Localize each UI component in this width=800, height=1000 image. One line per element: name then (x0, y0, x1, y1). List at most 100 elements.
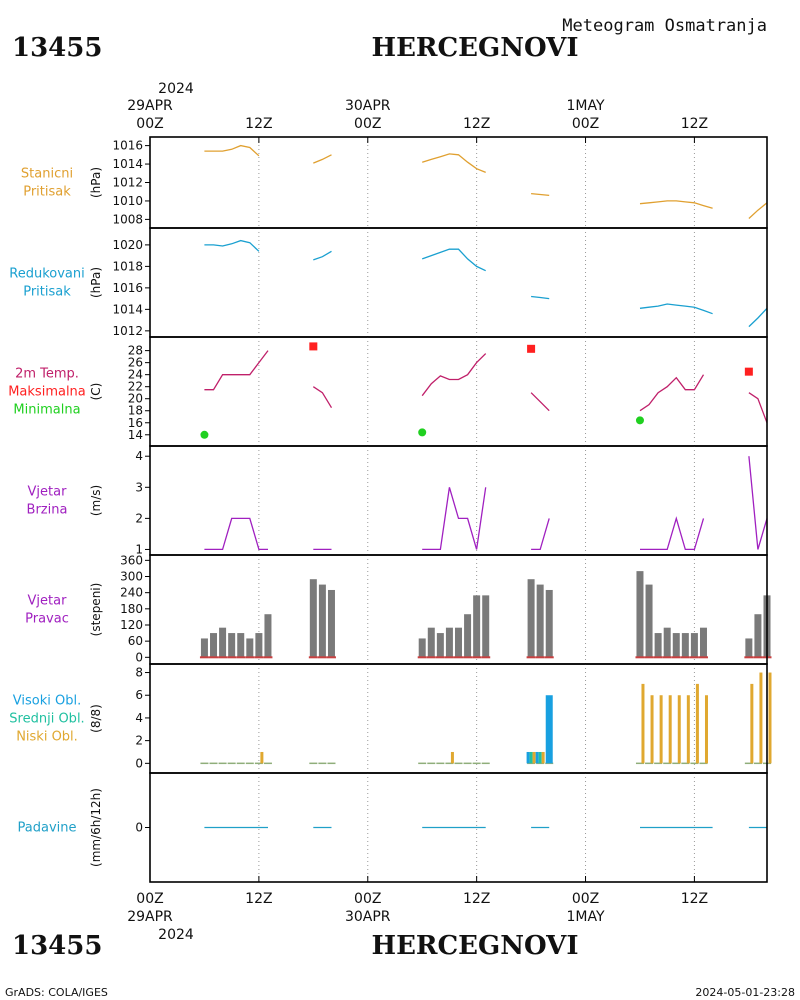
date-label-bottom: 30APR (345, 909, 391, 925)
series-line (640, 516, 705, 551)
y-tick-label: 1008 (112, 212, 143, 226)
panel-label: Vjetar (28, 485, 68, 500)
panel-frame (149, 445, 768, 556)
cloud-bar-low (759, 672, 763, 764)
y-tick-label: 22 (128, 380, 143, 394)
y-tick-label: 4 (135, 449, 143, 463)
y-axis-label: (hPa) (89, 267, 103, 298)
direction-bar (663, 627, 671, 658)
cloud-bar-low (659, 695, 663, 764)
time-label-top: 00Z (136, 116, 163, 132)
station-id-top: 13455 (12, 33, 102, 63)
y-tick-label: 1016 (112, 281, 143, 295)
y-axis-label: (mm/6h/12h) (89, 788, 103, 867)
y-tick-label: 20 (128, 392, 143, 406)
y-tick-label: 2 (135, 734, 143, 748)
cloud-bar-high (535, 751, 539, 764)
cloud-bar-mid (529, 751, 533, 764)
footer-timestamp: 2024-05-01-23:28 (695, 986, 795, 999)
y-tick-label: 6 (135, 688, 143, 702)
y-tick-label: 1016 (112, 139, 143, 153)
series-line (531, 295, 550, 300)
max-temp-marker (744, 367, 753, 376)
cloud-bar-low (641, 683, 645, 764)
product-title: Meteogram Osmatranja (562, 16, 767, 36)
panel-label: Vjetar (28, 594, 68, 609)
y-axis-label: (C) (89, 383, 103, 401)
direction-bar (228, 633, 236, 658)
station-name-bottom: HERCEGNOVI (372, 931, 579, 961)
cloud-bar-low (695, 683, 699, 764)
panel-label: Pravac (25, 612, 69, 627)
series-line (204, 239, 260, 252)
series-line (748, 456, 768, 550)
direction-bar (318, 584, 326, 658)
time-label-bottom: 12Z (245, 891, 272, 907)
series-line (421, 248, 486, 272)
series-line (530, 392, 550, 412)
cloud-bar-low (768, 672, 772, 764)
y-tick-label: 3 (135, 480, 143, 494)
y-tick-label: 2 (135, 511, 143, 525)
y-tick-label: 1012 (112, 176, 143, 190)
date-label-bottom: 29APR (127, 909, 173, 925)
panel-wind_direction: 0 60 120 180 240 300 360 (stepeni) Vjetar Pravac (25, 553, 772, 665)
station-id-bottom: 13455 (12, 931, 102, 961)
direction-bar (464, 614, 472, 658)
direction-bar (219, 627, 227, 658)
direction-bar (237, 633, 245, 658)
series-line (204, 517, 268, 551)
direction-bar (545, 589, 553, 658)
cloud-bar-low (541, 751, 545, 764)
direction-bar (200, 638, 208, 658)
time-label-bottom: 12Z (463, 891, 490, 907)
panel-label: Visoki Obl. (13, 694, 81, 709)
cloud-bar-low (686, 695, 690, 764)
y-axis-label: (8/8) (89, 704, 103, 733)
series-line (422, 153, 486, 174)
direction-bar (473, 595, 481, 658)
series-line (748, 202, 768, 219)
y-tick-label: 60 (128, 634, 143, 648)
y-tick-label: 18 (128, 404, 143, 418)
panel-frame (149, 227, 768, 338)
direction-bar (654, 633, 662, 658)
cloud-bar-low (450, 751, 454, 764)
time-label-top: 00Z (572, 116, 599, 132)
y-tick-label: 1020 (112, 238, 143, 252)
cloud-bar-high (545, 695, 553, 764)
panel-label: Brzina (27, 503, 68, 518)
y-tick-label: 0 (135, 650, 143, 664)
direction-bar (255, 633, 263, 658)
series-line (313, 250, 332, 261)
y-axis-label: (m/s) (89, 485, 103, 516)
time-label-bottom: 00Z (572, 891, 599, 907)
panels: 10081010101210141016(hPa)StanicniPritisa… (8, 136, 772, 883)
series-line (204, 144, 260, 157)
series-line (639, 200, 713, 209)
series-line (531, 192, 550, 197)
direction-bar (699, 627, 707, 658)
y-tick-label: 300 (120, 570, 143, 584)
y-tick-label: 8 (135, 666, 143, 680)
y-tick-label: 26 (128, 356, 143, 370)
direction-bar (636, 571, 644, 658)
series-line (312, 386, 333, 409)
min-temp-marker (635, 416, 644, 425)
direction-bar (427, 627, 435, 658)
station-name-top: HERCEGNOVI (372, 33, 579, 63)
y-tick-label: 0 (135, 756, 143, 770)
panel-label: Srednji Obl. (9, 712, 84, 727)
y-tick-label: 1014 (112, 302, 143, 316)
series-line (748, 307, 768, 328)
panel-reduced_pressure: 1012 1014 1016 1018 1020 (hPa) Redukovani Priti… (9, 227, 768, 338)
cloud-bar-low (750, 683, 754, 764)
panel-frame (149, 136, 768, 229)
direction-bar (418, 638, 426, 658)
direction-bar (754, 614, 762, 658)
panel-frame (149, 663, 768, 774)
panel-wind_speed: 1 2 3 4 (m/s) Vjetar Brzina (27, 445, 768, 556)
panel-label: Maksimalna (8, 385, 86, 400)
